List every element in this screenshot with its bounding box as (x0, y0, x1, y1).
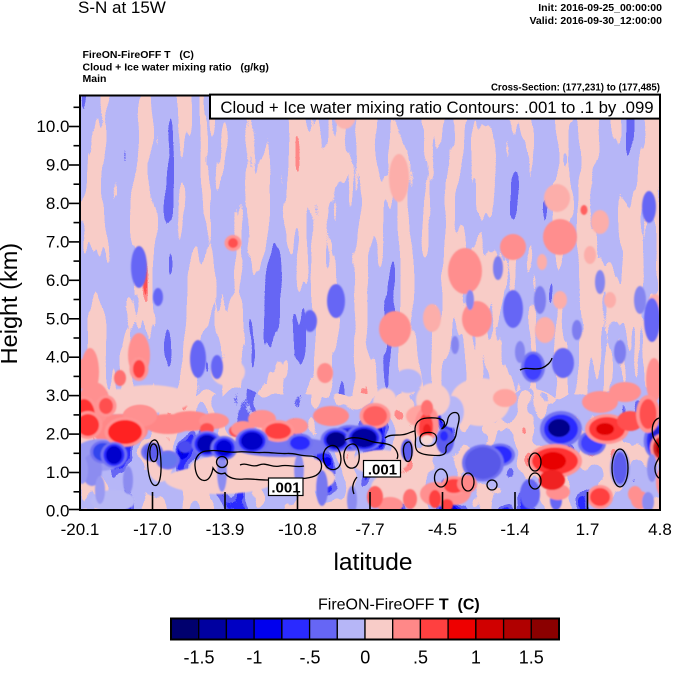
svg-text:1.5: 1.5 (519, 648, 544, 668)
svg-text:1.0: 1.0 (46, 463, 70, 482)
svg-text:-13.9: -13.9 (206, 520, 245, 539)
svg-text:4.0: 4.0 (46, 348, 70, 367)
svg-text:-20.1: -20.1 (61, 520, 100, 539)
svg-text:.5: .5 (413, 648, 428, 668)
svg-text:0.0: 0.0 (46, 502, 70, 521)
svg-text:S-N at 15W: S-N at 15W (78, 0, 166, 17)
svg-text:3.0: 3.0 (46, 386, 70, 405)
svg-text:10.0: 10.0 (36, 117, 69, 136)
svg-text:Init: 2016-09-25_00:00:00: Init: 2016-09-25_00:00:00 (538, 2, 662, 14)
svg-text:0: 0 (360, 648, 370, 668)
svg-text:-17.0: -17.0 (133, 520, 172, 539)
svg-text:.001: .001 (368, 462, 397, 479)
svg-text:8.0: 8.0 (46, 194, 70, 213)
svg-text:Main: Main (83, 73, 107, 85)
svg-text:-1.5: -1.5 (183, 648, 214, 668)
svg-text:9.0: 9.0 (46, 156, 70, 175)
svg-text:Cloud + Ice water mixing ratio: Cloud + Ice water mixing ratio (g/kg) (83, 62, 269, 74)
svg-text:FireON-FireOFF T (C): FireON-FireOFF T (C) (83, 49, 194, 61)
svg-text:latitude: latitude (333, 549, 412, 576)
svg-text:6.0: 6.0 (46, 271, 70, 290)
svg-text:-.5: -.5 (299, 648, 320, 668)
svg-text:4.8: 4.8 (648, 520, 672, 539)
svg-text:1.7: 1.7 (576, 520, 600, 539)
svg-text:-1: -1 (246, 648, 262, 668)
svg-text:-4.5: -4.5 (428, 520, 457, 539)
svg-text:-7.7: -7.7 (355, 520, 384, 539)
svg-text:Valid: 2016-09-30_12:00:00: Valid: 2016-09-30_12:00:00 (529, 15, 662, 27)
svg-text:-10.8: -10.8 (278, 520, 317, 539)
svg-text:FireON-FireOFF T (C): FireON-FireOFF T (C) (318, 597, 480, 614)
svg-text:5.0: 5.0 (46, 309, 70, 328)
svg-text:Cloud + Ice water mixing ratio: Cloud + Ice water mixing ratio Contours:… (220, 98, 653, 117)
svg-text:.001: .001 (271, 480, 300, 497)
svg-text:1: 1 (471, 648, 481, 668)
svg-text:2.0: 2.0 (46, 425, 70, 444)
svg-text:-1.4: -1.4 (500, 520, 529, 539)
svg-text:Height (km): Height (km) (0, 243, 22, 364)
svg-text:7.0: 7.0 (46, 232, 70, 251)
svg-text:Cross-Section: (177,231) to (1: Cross-Section: (177,231) to (177,485) (491, 83, 660, 94)
